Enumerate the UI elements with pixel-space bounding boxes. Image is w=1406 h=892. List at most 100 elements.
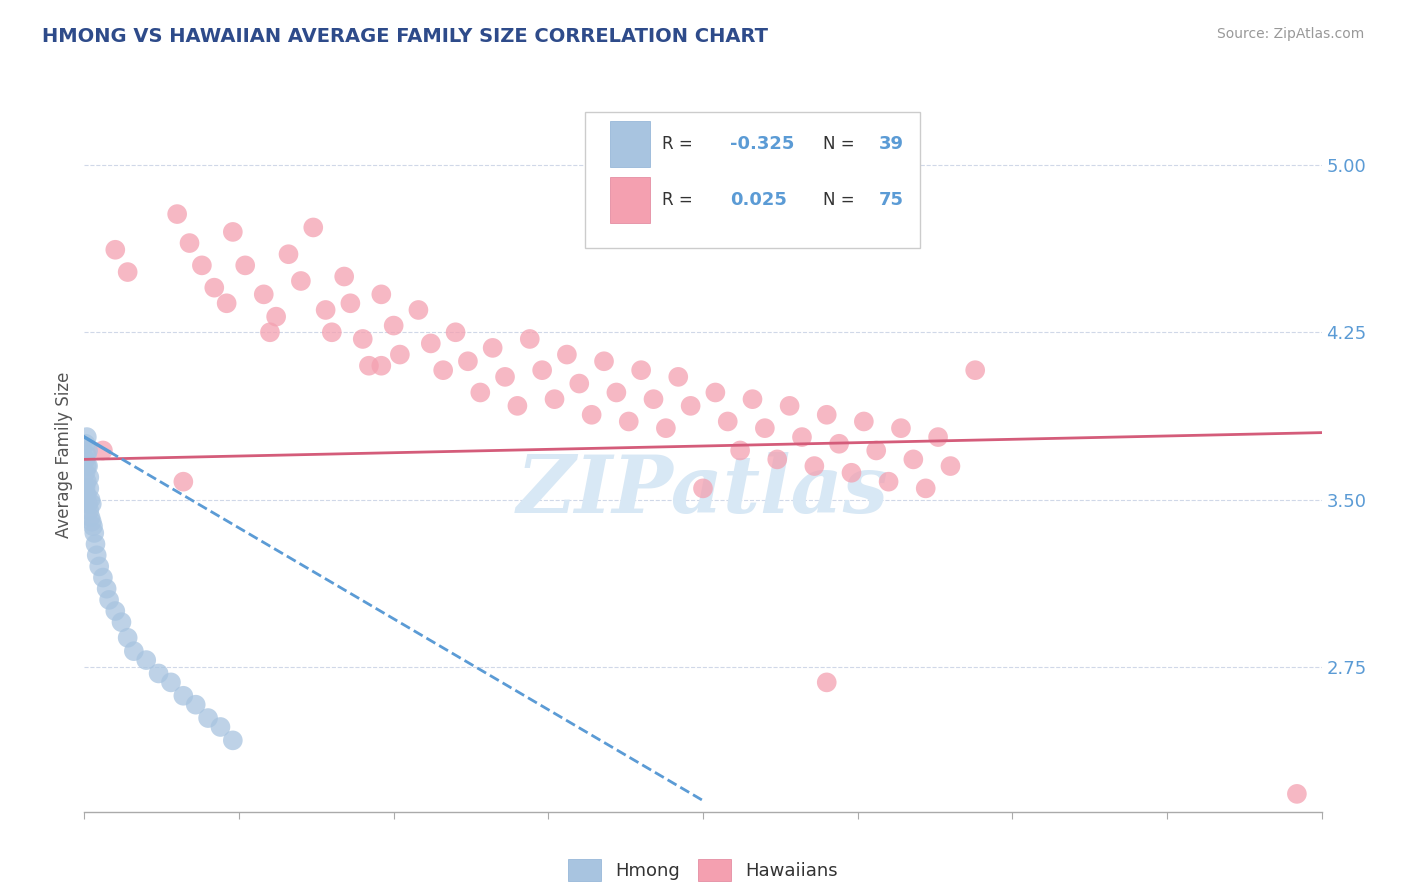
- Point: [927, 430, 949, 444]
- Point: [655, 421, 678, 435]
- Point: [470, 385, 492, 400]
- Text: HMONG VS HAWAIIAN AVERAGE FAMILY SIZE CORRELATION CHART: HMONG VS HAWAIIAN AVERAGE FAMILY SIZE CO…: [42, 27, 768, 45]
- Point: [754, 421, 776, 435]
- Point: [302, 220, 325, 235]
- Point: [352, 332, 374, 346]
- Point: [965, 363, 987, 377]
- Point: [82, 519, 104, 533]
- Text: 39: 39: [879, 135, 904, 153]
- Point: [543, 392, 565, 407]
- Point: [76, 475, 98, 489]
- Point: [79, 503, 101, 517]
- Text: -0.325: -0.325: [730, 135, 794, 153]
- Point: [617, 414, 640, 428]
- Point: [202, 280, 225, 294]
- Point: [581, 408, 603, 422]
- Text: ZIPatlas: ZIPatlas: [517, 452, 889, 529]
- Point: [233, 259, 256, 273]
- Point: [96, 582, 118, 596]
- Point: [79, 470, 101, 484]
- Point: [315, 303, 337, 318]
- Point: [692, 482, 714, 496]
- Point: [80, 497, 103, 511]
- Point: [76, 459, 98, 474]
- Point: [172, 475, 194, 489]
- Point: [388, 347, 411, 362]
- Point: [568, 376, 591, 391]
- Point: [191, 259, 214, 273]
- Point: [481, 341, 503, 355]
- Point: [519, 332, 541, 346]
- Point: [914, 482, 936, 496]
- Text: R =: R =: [662, 135, 693, 153]
- Text: Source: ZipAtlas.com: Source: ZipAtlas.com: [1216, 27, 1364, 41]
- Point: [77, 459, 100, 474]
- Text: 75: 75: [879, 191, 904, 209]
- Point: [643, 392, 665, 407]
- Point: [290, 274, 312, 288]
- Point: [122, 644, 145, 658]
- Point: [135, 653, 157, 667]
- Point: [222, 225, 245, 239]
- Point: [104, 604, 127, 618]
- Y-axis label: Average Family Size: Average Family Size: [55, 372, 73, 538]
- Point: [179, 235, 201, 250]
- Point: [555, 347, 578, 362]
- Point: [184, 698, 207, 712]
- Point: [91, 443, 114, 458]
- Point: [86, 548, 108, 563]
- Point: [370, 287, 392, 301]
- Point: [357, 359, 380, 373]
- Point: [259, 325, 281, 339]
- Point: [166, 207, 188, 221]
- Point: [79, 482, 101, 496]
- Point: [815, 408, 838, 422]
- Point: [197, 711, 219, 725]
- Point: [741, 392, 763, 407]
- Point: [382, 318, 405, 333]
- Point: [728, 443, 751, 458]
- Point: [76, 430, 98, 444]
- Point: [339, 296, 361, 310]
- Text: 0.025: 0.025: [730, 191, 787, 209]
- Legend: Hmong, Hawaiians: Hmong, Hawaiians: [561, 852, 845, 888]
- Point: [76, 488, 98, 502]
- Point: [630, 363, 652, 377]
- Point: [75, 482, 97, 496]
- FancyBboxPatch shape: [585, 112, 920, 248]
- Point: [841, 466, 863, 480]
- Point: [593, 354, 616, 368]
- Point: [828, 436, 851, 450]
- Point: [79, 510, 101, 524]
- Point: [803, 459, 825, 474]
- Point: [80, 515, 103, 529]
- Point: [1285, 787, 1308, 801]
- Point: [83, 525, 105, 540]
- Point: [506, 399, 529, 413]
- Point: [110, 615, 132, 630]
- Point: [104, 243, 127, 257]
- Point: [148, 666, 170, 681]
- Point: [75, 436, 97, 450]
- Point: [419, 336, 441, 351]
- Point: [790, 430, 813, 444]
- Point: [215, 296, 238, 310]
- Point: [77, 497, 100, 511]
- Point: [457, 354, 479, 368]
- Point: [160, 675, 183, 690]
- Point: [75, 452, 97, 467]
- Point: [444, 325, 467, 339]
- FancyBboxPatch shape: [610, 121, 650, 167]
- Point: [704, 385, 727, 400]
- Point: [75, 466, 97, 480]
- Point: [222, 733, 245, 747]
- Point: [89, 559, 111, 574]
- Point: [209, 720, 232, 734]
- Point: [253, 287, 276, 301]
- Point: [432, 363, 454, 377]
- Text: R =: R =: [662, 191, 693, 209]
- Point: [84, 537, 107, 551]
- Point: [408, 303, 430, 318]
- Point: [370, 359, 392, 373]
- Point: [333, 269, 356, 284]
